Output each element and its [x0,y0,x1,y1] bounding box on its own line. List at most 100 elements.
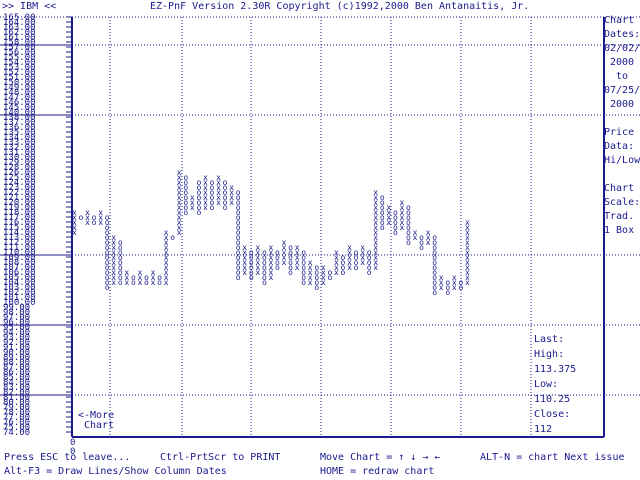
o-box: o [275,258,280,267]
y-tick-label: 95.00 [3,323,30,333]
o-box: o [157,278,162,287]
x-box: x [347,258,352,267]
x-box: x [164,278,169,287]
y-tick-label: 165.00 [3,13,36,23]
o-box: o [223,198,228,207]
o-box: o [118,243,123,252]
x-box: x [347,253,352,262]
date-start: 02/02/ [604,43,640,54]
x-box: x [177,203,182,212]
y-tick-label: 155.00 [3,53,36,63]
price-value: Hi/Low [604,155,640,166]
y-tick-label: 164.00 [3,18,36,28]
o-box: o [458,278,463,287]
y-tick-label: 105.00 [3,273,36,283]
y-tick-label: 79.00 [3,403,30,413]
x-box: x [373,188,378,197]
o-box: o [262,273,267,282]
y-tick-label: 103.00 [3,283,36,293]
x-box: x [465,223,470,232]
o-box: o [118,268,123,277]
y-tick-label: 147.00 [3,93,36,103]
more-chart-line1: <-More [78,410,115,421]
y-tick-label: 114.00 [3,228,36,238]
x-box: x [151,268,156,277]
x-box: x [308,268,313,277]
o-box: o [314,278,319,287]
x-box: x [400,218,405,227]
o-box: o [236,258,241,267]
x-box: x [465,238,470,247]
x-box: x [164,248,169,257]
footer-home: HOME = redraw chart [320,466,435,477]
o-box: o [406,213,411,222]
x-box: x [98,208,103,217]
o-box: o [105,218,110,227]
y-tick-label: 87.00 [3,363,30,373]
x-box: x [413,233,418,242]
chart-dates-label-2: Dates: [604,29,640,40]
x-box: x [72,213,77,222]
y-tick-label: 122.00 [3,188,36,198]
y-tick-label: 78.00 [3,408,30,418]
x-box: x [373,258,378,267]
x-box: x [216,198,221,207]
x-box: x [295,248,300,257]
footer-esc: Press ESC to leave... [4,452,131,463]
x-box: x [413,228,418,237]
x-box: x [308,263,313,272]
o-box: o [314,273,319,282]
o-box: o [288,268,293,277]
o-box: o [262,253,267,262]
close-value: 112 [534,424,553,435]
o-box: o [288,263,293,272]
x-box: x [177,228,182,237]
o-box: o [183,203,188,212]
y-tick-label: 113.00 [3,233,36,243]
price-label-2: Data: [604,141,635,152]
x-box: x [373,213,378,222]
x-box: x [177,168,182,177]
o-box: o [341,263,346,272]
o-box: o [183,198,188,207]
o-box: o [406,228,411,237]
x-box: x [111,238,116,247]
o-box: o [288,243,293,252]
close-label: Close: [534,409,571,420]
y-tick-label: 112.00 [3,238,36,248]
y-tick-label: 86.00 [3,368,30,378]
more-chart-button[interactable]: <-More Chart [78,411,114,431]
x-box: x [360,258,365,267]
y-tick-label: 99.00 [3,303,30,313]
o-box: o [432,248,437,257]
x-box: x [400,198,405,207]
y-tick-label: 132.00 [3,143,36,153]
y-tick-label: 92.00 [3,338,30,348]
x-box: x [465,253,470,262]
x-box: x [295,258,300,267]
o-box: o [354,263,359,272]
y-tick-label: 150.00 [3,78,36,88]
x-box: x [465,233,470,242]
x-box: x [242,243,247,252]
y-tick-label: 115.00 [3,223,36,233]
x-box: x [164,228,169,237]
o-box: o [419,233,424,242]
o-box: o [301,278,306,287]
o-box: o [432,273,437,282]
y-tick-label: 107.00 [3,263,36,273]
o-box: o [183,193,188,202]
o-box: o [301,273,306,282]
x-box: x [465,278,470,287]
x-box: x [177,178,182,187]
y-tick-label: 93.00 [3,333,30,343]
x-box: x [452,273,457,282]
x-box: x [334,248,339,257]
y-tick-label: 104.00 [3,278,36,288]
x-axis-zero: 0 [70,447,75,457]
o-box: o [367,268,372,277]
o-box: o [105,283,110,292]
y-tick-label: 109.00 [3,253,36,263]
chart-dates-label-1: Chart [604,15,635,26]
